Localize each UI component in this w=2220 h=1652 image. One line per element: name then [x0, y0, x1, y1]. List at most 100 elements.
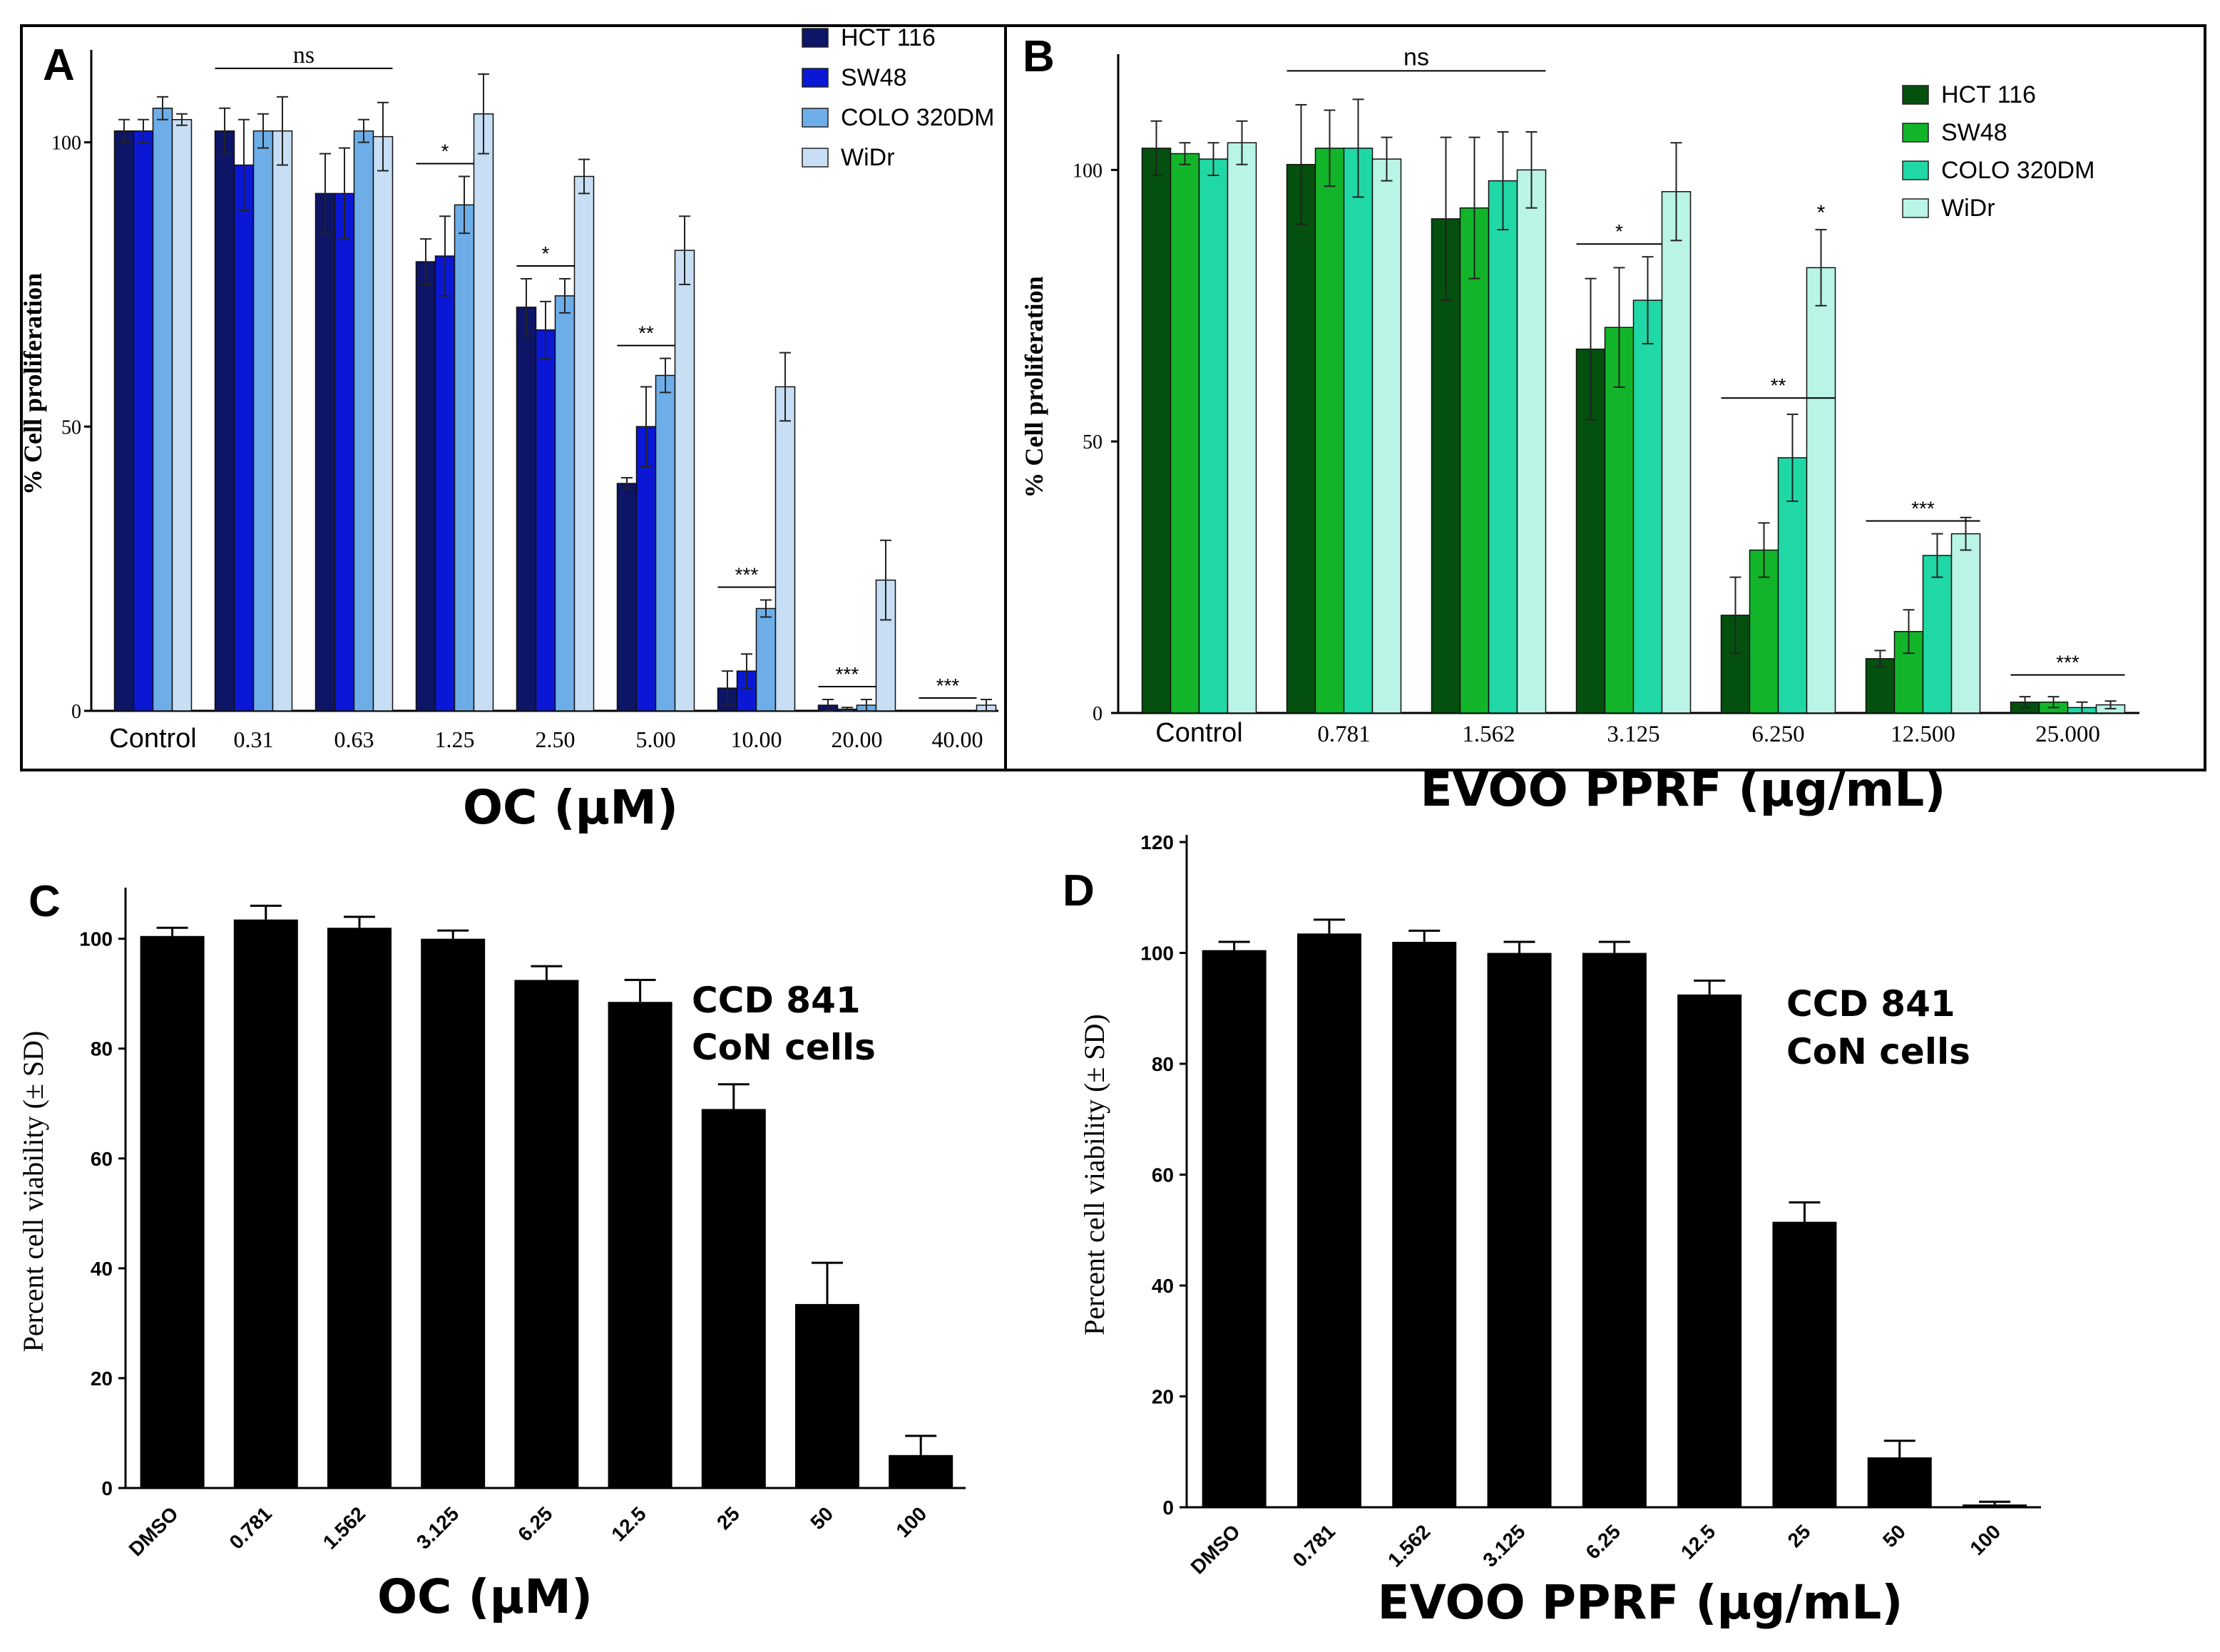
panel-d-cell-line-label: CoN cells — [1786, 1031, 1970, 1072]
panel-c-cell-line-label: CCD 841 — [692, 980, 861, 1021]
panel-a-xtick-label: 5.00 — [636, 727, 676, 752]
panel-a-bar-hct-116-0 — [113, 130, 135, 712]
panel-a-significance-label: ns — [293, 42, 314, 68]
panel-a-bar-hct-116-3 — [415, 261, 436, 712]
panel-b-bar-hct-116-2 — [1431, 218, 1461, 714]
panel-c-ytick-label: 20 — [91, 1368, 113, 1390]
panel-c-xtick-label: 12.5 — [607, 1502, 650, 1545]
panel-b-xlabel: EVOO PPRF (µg/mL) — [1421, 762, 1946, 817]
panel-b-ytick-label: 100 — [1073, 160, 1103, 182]
panel-d-ytick-label: 80 — [1152, 1053, 1174, 1075]
panel-c-xtick-label: 50 — [806, 1502, 837, 1534]
panel-b-ylabel: % Cell proliferation — [1020, 276, 1048, 498]
panel-c-xtick-label: DMSO — [125, 1502, 183, 1560]
panel-c-bar-3 — [421, 938, 486, 1488]
panel-b-significance-label: * — [1817, 201, 1826, 225]
panel-b-bar-widr-2 — [1516, 169, 1547, 714]
panel-d-xtick-label: 50 — [1878, 1520, 1910, 1551]
panel-a-bar-colo-320dm-2 — [353, 130, 374, 712]
panel-a-ylabel: % Cell proliferation — [19, 273, 47, 495]
panel-b-legend-label: SW48 — [1941, 119, 2007, 146]
panel-a-bar-widr-5 — [674, 250, 695, 712]
panel-d-xtick-label: 12.5 — [1677, 1520, 1719, 1563]
panel-b-bar-widr-1 — [1371, 158, 1402, 714]
panel-d-bar-5 — [1677, 994, 1742, 1507]
panel-a-bar-colo-320dm-1 — [252, 130, 274, 712]
panel-d-bar-4 — [1582, 953, 1647, 1507]
panel-a-bar-widr-1 — [272, 130, 293, 712]
panel-b-ytick-label: 0 — [1093, 703, 1103, 725]
panel-a-bar-colo-320dm-4 — [554, 295, 576, 712]
panel-a-bar-sw48-4 — [535, 329, 556, 712]
panel-d-bar-0 — [1202, 950, 1267, 1507]
panel-a-xlabel: OC (µM) — [463, 780, 678, 835]
panel-d-bar-7 — [1867, 1457, 1932, 1507]
panel-a-significance-label: * — [542, 242, 550, 265]
panel-d-cell-line-label: CCD 841 — [1786, 983, 1955, 1025]
panel-d: D 0 20 40 60 80 100 120 Percent cell viability (… — [1063, 831, 2041, 1630]
panel-a-bar-colo-320dm-3 — [454, 204, 475, 712]
panel-c-xtick-label: 25 — [712, 1502, 744, 1534]
panel-c-cell-line-label: CoN cells — [692, 1027, 876, 1068]
panel-a-legend-swatch — [802, 68, 829, 88]
panel-b-xtick-label: 6.250 — [1751, 722, 1804, 747]
panel-c-bar-0 — [140, 935, 205, 1488]
panel-b-bar-hct-116-0 — [1141, 148, 1172, 714]
panel-a-bar-colo-320dm-0 — [152, 108, 173, 712]
panel-b: B 0 50 100 % Cell proliferation EVOO PPRF (µg… — [1020, 32, 2139, 817]
panel-b-bar-hct-116-1 — [1286, 163, 1316, 714]
panel-a-bar-hct-116-5 — [616, 483, 638, 712]
panel-d-ytick-label: 20 — [1152, 1386, 1174, 1408]
panel-a-significance-label: *** — [735, 564, 759, 586]
panel-b-xtick-label: Control — [1155, 718, 1243, 748]
panel-c-ylabel: Percent cell viability (± SD) — [17, 1031, 49, 1353]
panel-a-bar-sw48-1 — [233, 164, 255, 712]
panel-b-legend-swatch — [1902, 123, 1929, 143]
panel-b-bar-widr-5 — [1950, 533, 1981, 714]
panel-a-bar-hct-116-4 — [516, 307, 537, 712]
panel-a-significance-label: *** — [836, 663, 859, 685]
panel-a-xtick-label: 20.00 — [832, 727, 883, 752]
panel-d-ytick-label: 60 — [1152, 1164, 1174, 1186]
panel-d-xlabel: EVOO PPRF (µg/mL) — [1378, 1575, 1903, 1630]
panel-a-legend-label: HCT 116 — [841, 24, 936, 51]
panel-b-bar-hct-116-5 — [1865, 658, 1896, 714]
panel-a-bar-colo-320dm-6 — [755, 607, 777, 712]
panel-a-legend-label: WiDr — [841, 144, 895, 171]
panel-b-legend-label: HCT 116 — [1941, 81, 2036, 108]
panel-d-xtick-label: 25 — [1784, 1520, 1815, 1551]
panel-c-xlabel: OC (µM) — [377, 1569, 593, 1624]
panel-b-legend-swatch — [1902, 160, 1929, 180]
panel-a-xtick-label: Control — [109, 724, 197, 754]
panel-b-bar-sw48-2 — [1459, 207, 1490, 714]
panel-b-xtick-label: 1.562 — [1462, 722, 1515, 747]
panel-c-xtick-label: 6.25 — [513, 1502, 556, 1545]
panel-b-bar-widr-3 — [1661, 191, 1692, 714]
panel-a-bar-widr-4 — [573, 175, 595, 712]
panel-a-bar-hct-116-1 — [214, 130, 235, 712]
panel-b-xtick-label: 0.781 — [1317, 722, 1370, 747]
panel-d-ytick-label: 120 — [1140, 831, 1174, 853]
panel-c-ytick-label: 100 — [79, 928, 113, 950]
panel-a-xtick-label: 1.25 — [435, 727, 475, 752]
panel-a-significance-label: *** — [936, 674, 960, 697]
panel-a-bar-sw48-0 — [133, 130, 154, 712]
panel-a-legend-label: SW48 — [841, 64, 907, 91]
panel-a-legend-label: COLO 320DM — [841, 104, 994, 131]
panel-b-legend-label: COLO 320DM — [1941, 157, 2094, 184]
panel-d-letter: D — [1063, 866, 1095, 915]
panel-a-letter: A — [43, 41, 75, 90]
panel-a-bar-colo-320dm-5 — [655, 374, 676, 712]
panel-b-bar-colo-320dm-5 — [1922, 555, 1953, 714]
panel-b-ytick-label: 50 — [1083, 431, 1103, 453]
panel-b-significance-label: * — [1615, 220, 1623, 242]
panel-a-ytick-label: 100 — [51, 133, 81, 155]
panel-c-bar-8 — [889, 1455, 953, 1488]
panel-a-bar-sw48-3 — [434, 255, 456, 712]
panel-d-bar-8 — [1963, 1504, 2027, 1507]
panel-c-bar-7 — [795, 1303, 859, 1488]
panel-b-xtick-label: 25.000 — [2035, 722, 2100, 747]
panel-b-significance-label: *** — [1911, 498, 1935, 520]
panel-a-xtick-label: 10.00 — [731, 727, 782, 752]
